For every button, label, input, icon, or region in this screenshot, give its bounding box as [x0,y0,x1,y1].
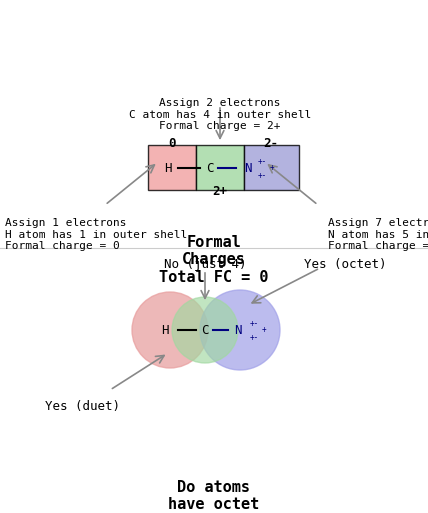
Text: Formal
Charges
Total FC = 0: Formal Charges Total FC = 0 [159,235,269,285]
Text: Yes (octet): Yes (octet) [304,258,386,271]
Text: +: + [262,326,267,334]
Text: +: + [270,164,275,172]
Text: Assign 2 electrons
C atom has 4 in outer shell
Formal charge = 2+: Assign 2 electrons C atom has 4 in outer… [129,98,311,131]
Text: No (just 4): No (just 4) [164,258,246,271]
Text: C: C [201,324,209,337]
Text: 2-: 2- [264,137,279,150]
Text: +-: +- [258,156,267,166]
Bar [196,145,244,190]
Circle shape [132,292,208,368]
Bar [148,145,196,190]
Text: N: N [244,162,252,174]
Text: +-: +- [250,319,259,327]
Text: 0: 0 [168,137,176,150]
Text: Yes (duet): Yes (duet) [45,400,121,413]
Text: N: N [234,324,242,337]
Text: H: H [161,324,169,337]
Text: +-: +- [258,170,267,180]
Circle shape [172,297,238,363]
Text: +-: +- [250,332,259,342]
Text: Do atoms
have octet
(or H a duet)?: Do atoms have octet (or H a duet)? [150,480,278,513]
Text: C: C [206,162,214,174]
Text: Assign 7 electrons
N atom has 5 in outer shell
Formal charge = 2-: Assign 7 electrons N atom has 5 in outer… [328,218,428,251]
Circle shape [200,290,280,370]
Text: Assign 1 electrons
H atom has 1 in outer shell
Formal charge = 0: Assign 1 electrons H atom has 1 in outer… [5,218,187,251]
Text: H: H [164,162,172,174]
Text: 2+: 2+ [212,185,228,198]
Bar [244,145,299,190]
